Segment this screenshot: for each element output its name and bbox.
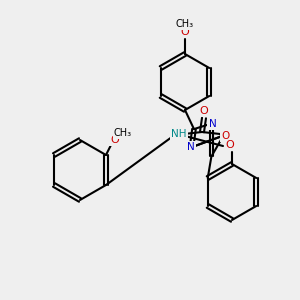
- Text: O: O: [181, 27, 189, 37]
- Text: CH₃: CH₃: [176, 19, 194, 29]
- Text: CH₃: CH₃: [114, 128, 132, 138]
- Text: N: N: [187, 142, 194, 152]
- Text: O: O: [221, 130, 230, 141]
- Text: O: O: [226, 140, 234, 150]
- Text: NH: NH: [171, 129, 187, 139]
- Text: N: N: [208, 118, 216, 129]
- Text: O: O: [111, 135, 119, 145]
- Text: O: O: [200, 106, 208, 116]
